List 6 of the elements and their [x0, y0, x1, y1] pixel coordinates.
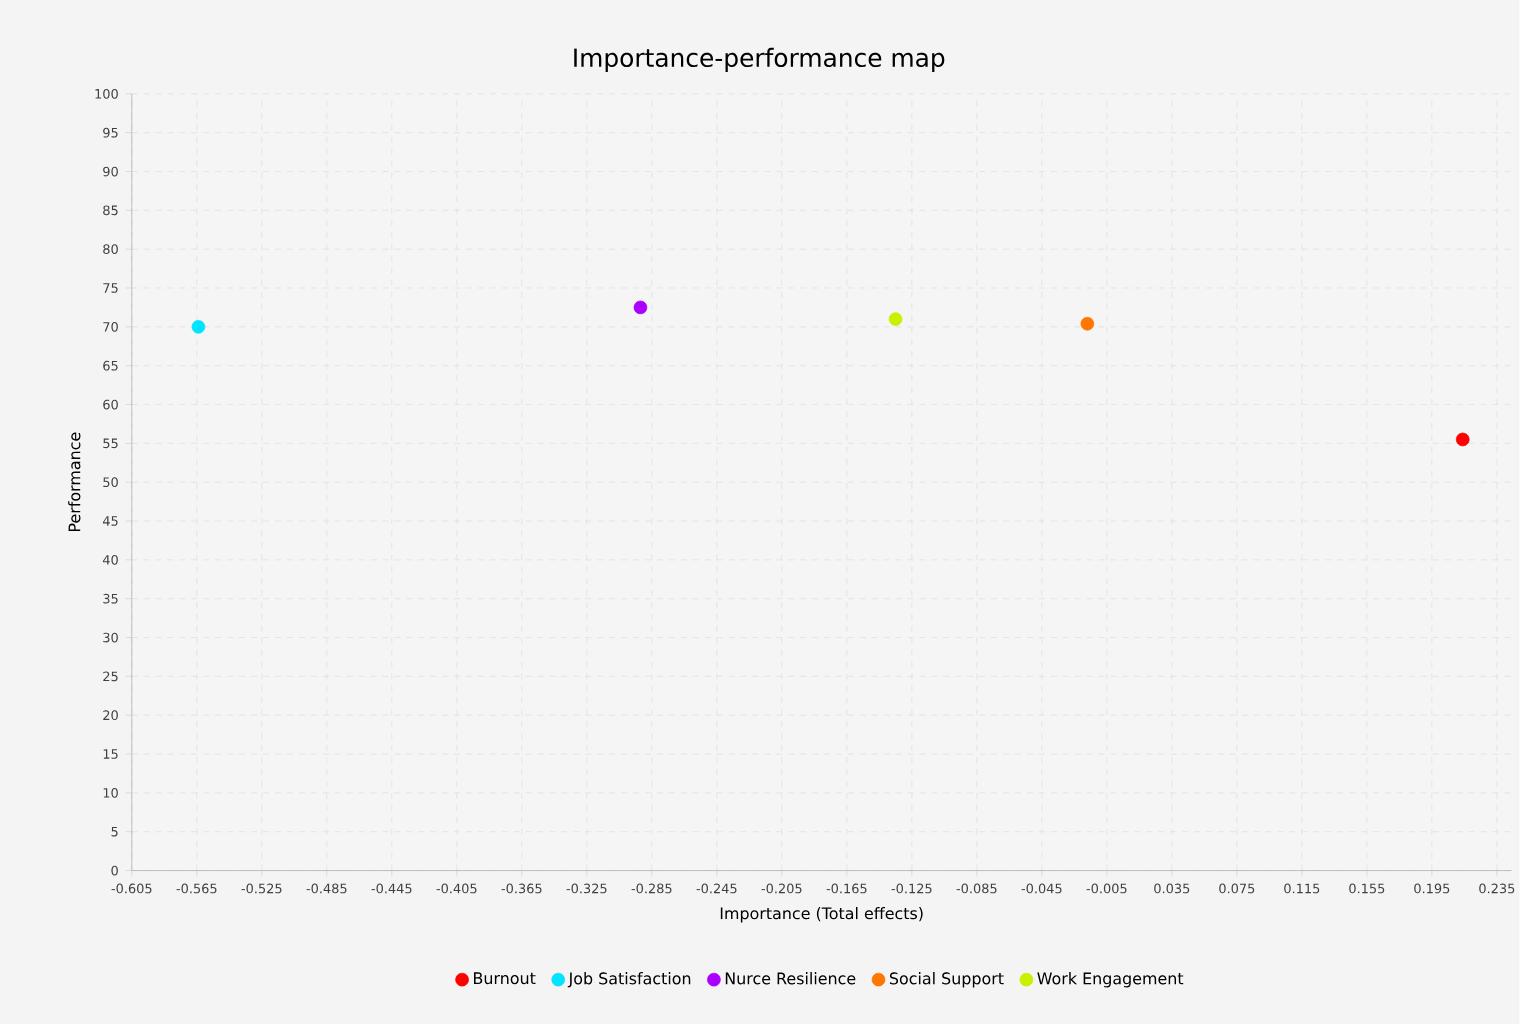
- point: [633, 300, 648, 315]
- point: [1080, 316, 1095, 331]
- point: [888, 312, 903, 326]
- point: [1455, 432, 1470, 447]
- chart-title: Importance-performance map: [574, 47, 945, 72]
- point: [191, 319, 206, 334]
